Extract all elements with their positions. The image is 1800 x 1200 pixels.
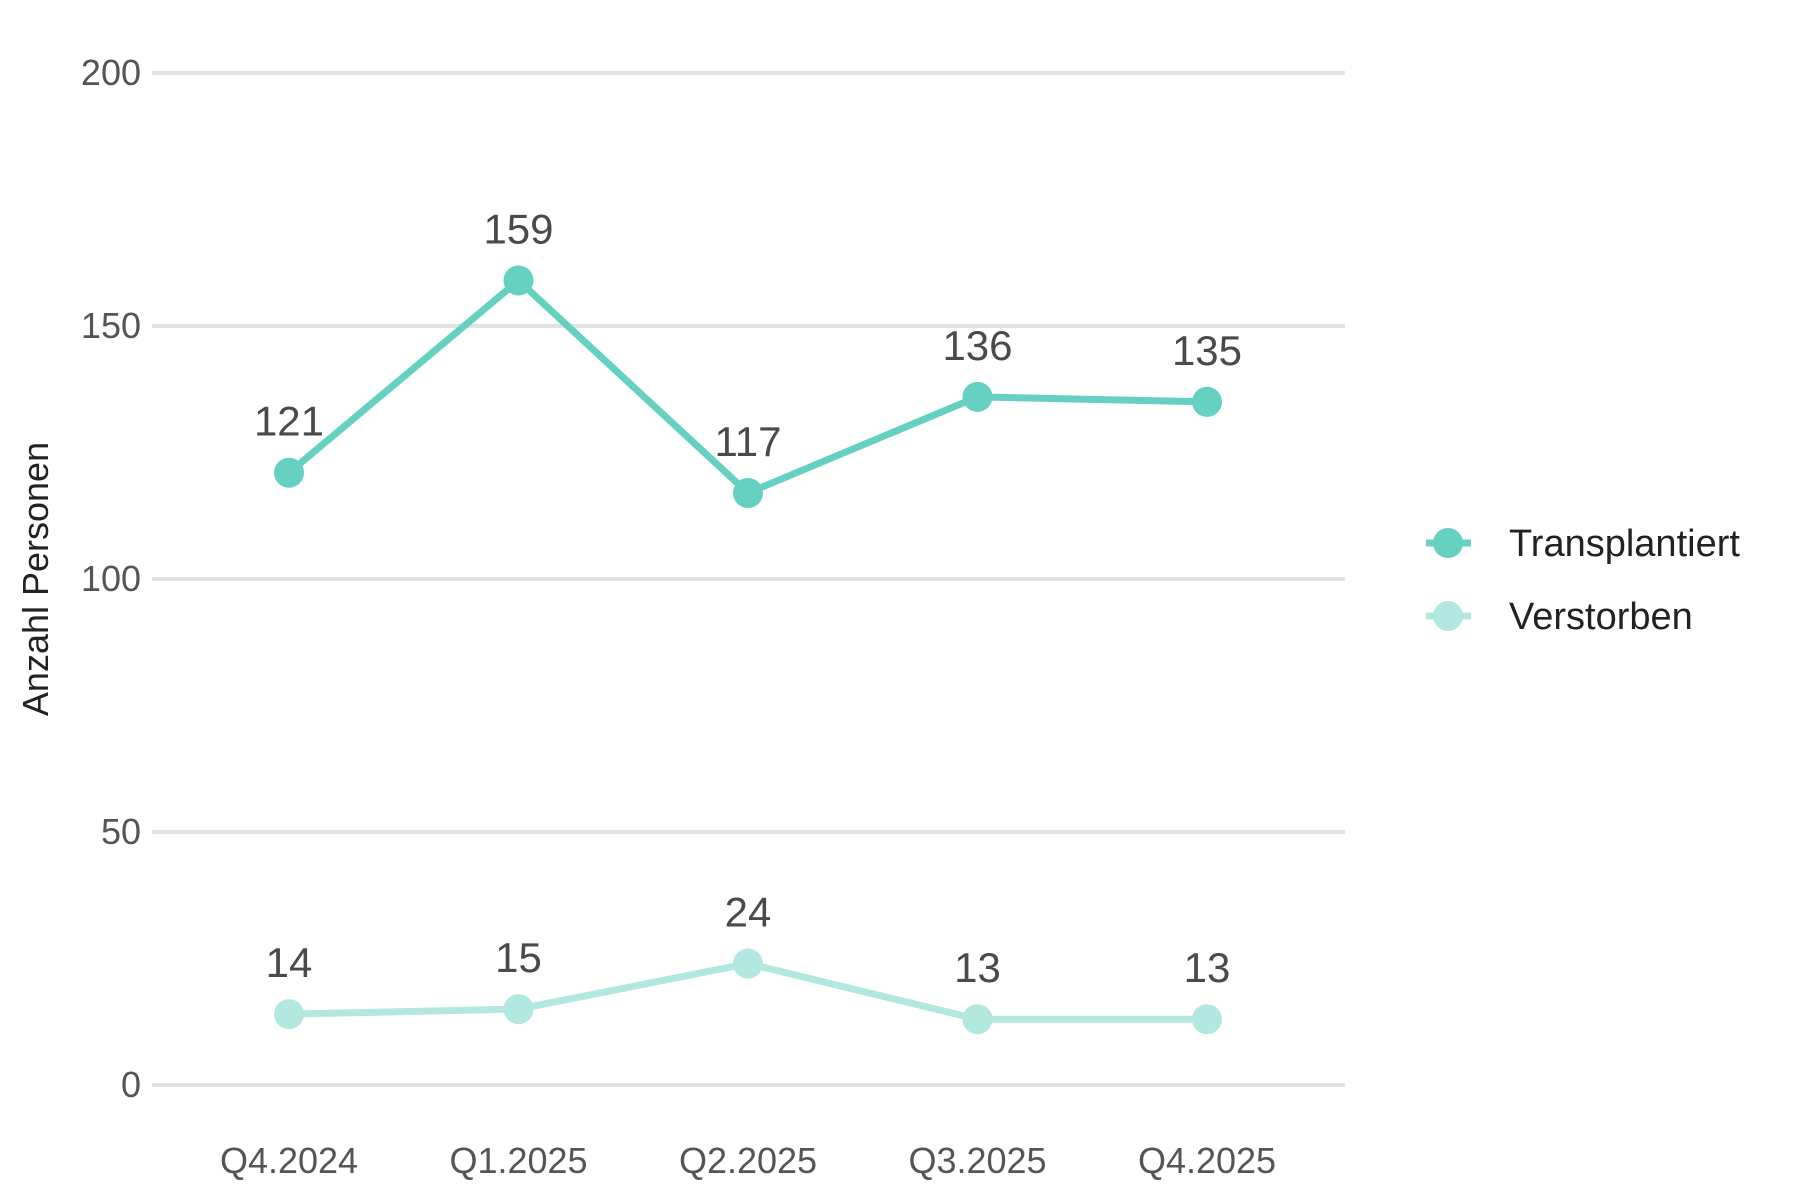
series-transplantiert (274, 265, 1222, 508)
x-tick-label: Q4.2025 (1138, 1140, 1276, 1181)
legend-item: Transplantiert (1426, 523, 1740, 565)
x-tick-label: Q1.2025 (449, 1140, 587, 1181)
data-point (274, 457, 304, 488)
series-verstorben (274, 948, 1222, 1035)
data-point (962, 381, 993, 412)
data-label: 117 (715, 418, 782, 465)
x-tick-label: Q3.2025 (908, 1140, 1046, 1181)
y-axis-title: Anzahl Personen (15, 442, 56, 716)
data-point (503, 994, 534, 1025)
data-point (503, 265, 534, 296)
y-tick-label: 0 (121, 1064, 141, 1105)
gridlines (152, 71, 1345, 1087)
data-label: 14 (266, 939, 313, 986)
data-label: 159 (483, 205, 553, 252)
data-label: 121 (254, 398, 324, 445)
legend: Transplantiert Verstorben (1426, 523, 1740, 638)
y-tick-label: 150 (81, 305, 141, 346)
data-label: 15 (495, 934, 542, 981)
data-point (1192, 386, 1222, 417)
data-point (962, 1004, 993, 1035)
data-point (1192, 1004, 1222, 1035)
data-label: 135 (1172, 327, 1242, 374)
legend-label: Verstorben (1509, 596, 1693, 638)
legend-item: Verstorben (1426, 596, 1693, 638)
y-tick-label: 50 (101, 811, 141, 852)
data-label: 13 (954, 944, 1001, 991)
data-point (274, 999, 304, 1030)
data-label: 136 (942, 322, 1012, 369)
legend-marker (1433, 528, 1463, 558)
data-labels: 121 159 117 136 135 14 15 24 13 13 (254, 205, 1242, 991)
data-label: 24 (725, 889, 772, 936)
series-layer (274, 265, 1222, 1035)
legend-label: Transplantiert (1509, 523, 1740, 565)
x-axis-tick-labels: Q4.2024 Q1.2025 Q2.2025 Q3.2025 Q4.2025 (220, 1140, 1276, 1181)
data-label: 13 (1184, 944, 1231, 991)
x-tick-label: Q4.2024 (220, 1140, 358, 1181)
legend-marker (1433, 601, 1463, 631)
x-tick-label: Q2.2025 (679, 1140, 817, 1181)
y-tick-label: 200 (81, 52, 141, 93)
y-tick-label: 100 (81, 558, 141, 599)
y-axis-tick-labels: 0 50 100 150 200 (81, 52, 141, 1105)
data-point (733, 948, 763, 979)
data-point (733, 477, 763, 508)
